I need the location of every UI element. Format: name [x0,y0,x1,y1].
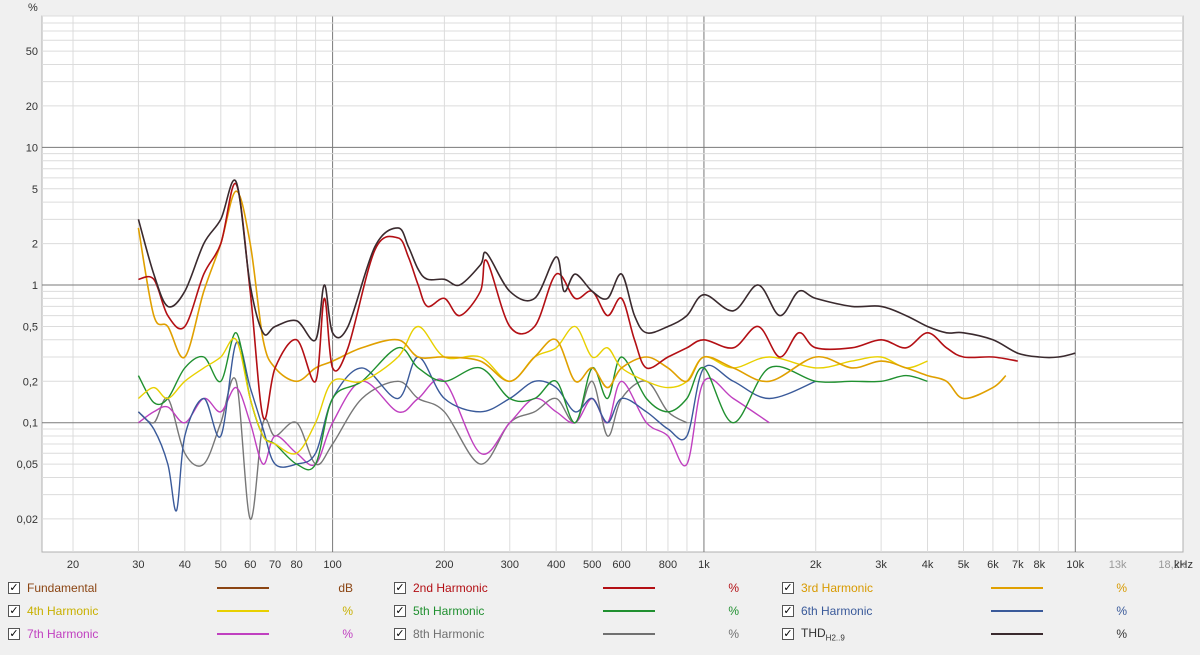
x-tick-label: 80 [290,559,302,571]
x-tick-label: 18,2k [1158,559,1185,571]
x-tick-label: 100 [323,559,341,571]
plot-area: 20 30 40 50 60 70 80 100 200 300 400 500 600 800 1k 2k 3… [0,0,1200,575]
x-tick-label: 10k [1066,559,1084,571]
legend-item-h5: ✓ 5th Harmonic% [394,600,739,622]
legend-item-thd: ✓ THDH2..9% [782,623,1127,645]
legend-checkbox-h8[interactable]: ✓ [394,628,406,640]
y-tick-label: 50 [26,46,38,58]
x-tick-label: 500 [583,559,601,571]
legend-item-fundamental: ✓ Fundamental dB [8,577,353,599]
legend-label: THDH2..9 [801,625,845,643]
y-tick-label: 0,1 [23,418,38,430]
y-tick-label: 0,05 [17,459,38,471]
distortion-chart[interactable]: 20 30 40 50 60 70 80 100 200 300 400 500 600 800 1k 2k 3… [0,0,1200,575]
legend-unit: % [728,581,739,595]
legend-label: Fundamental [27,581,98,595]
x-tick-label: 40 [179,559,191,571]
legend-checkbox-thd[interactable]: ✓ [782,628,794,640]
x-tick-label: 800 [659,559,677,571]
legend-checkbox-h2[interactable]: ✓ [394,582,406,594]
legend-label: 3rd Harmonic [801,581,874,595]
series-line-4th-harmonic [137,325,928,455]
legend-unit: % [1116,581,1127,595]
legend-line-swatch [603,633,655,635]
x-tick-label: 3k [875,559,887,571]
x-tick-label: 30 [132,559,144,571]
legend-line-swatch [603,610,655,612]
legend: ✓ Fundamental dB ✓ 2nd Harmonic% ✓ 3rd Harmoni… [0,575,1200,655]
y-tick-label: 10 [26,142,38,154]
legend-unit: % [1116,627,1127,641]
legend-label: 7th Harmonic [27,627,99,641]
legend-label: 8th Harmonic [413,627,485,641]
legend-line-swatch [991,633,1043,635]
y-tick-label: 0,2 [23,376,38,388]
x-tick-label: 60 [244,559,256,571]
legend-unit: % [728,627,739,641]
y-tick-label: 20 [26,101,38,113]
x-tick-label: 8k [1033,559,1045,571]
series-line-8th-harmonic [137,377,688,520]
legend-item-h3: ✓ 3rd Harmonic% [782,577,1127,599]
y-tick-label: 0,02 [17,514,38,526]
legend-checkbox-h4[interactable]: ✓ [8,605,20,617]
legend-label: 2nd Harmonic [413,581,488,595]
legend-item-h4: ✓ 4th Harmonic% [8,600,353,622]
x-tick-label: 7k [1012,559,1024,571]
y-axis-unit: % [28,2,38,14]
legend-line-swatch [991,610,1043,612]
x-tick-label: 13k [1109,559,1127,571]
legend-unit: % [1116,604,1127,618]
x-tick-label: 6k [987,559,999,571]
x-tick-label: 1k [698,559,710,571]
series-line-thd [137,179,1076,359]
x-tick-label: 600 [612,559,630,571]
x-tick-label: 400 [547,559,565,571]
x-tick-label: 200 [435,559,453,571]
legend-unit: dB [338,581,353,595]
legend-item-h7: ✓ 7th Harmonic% [8,623,353,645]
legend-checkbox-h3[interactable]: ✓ [782,582,794,594]
legend-label: 6th Harmonic [801,604,873,618]
y-tick-label: 5 [32,184,38,196]
legend-line-swatch [991,587,1043,589]
legend-checkbox-h6[interactable]: ✓ [782,605,794,617]
x-tick-label: 2k [810,559,822,571]
x-tick-label: 70 [269,559,281,571]
legend-line-swatch [603,587,655,589]
series-line-7th-harmonic [137,377,770,467]
y-tick-label: 1 [32,280,38,292]
x-tick-label: 20 [67,559,79,571]
legend-item-h8: ✓ 8th Harmonic% [394,623,739,645]
series-line-5th-harmonic [137,332,928,471]
legend-checkbox-h7[interactable]: ✓ [8,628,20,640]
y-tick-label: 0,5 [23,321,38,333]
legend-checkbox-fundamental[interactable]: ✓ [8,582,20,594]
series-line-2nd-harmonic [138,182,1018,420]
x-tick-label: 4k [922,559,934,571]
legend-label-subscript: H2..9 [825,633,845,643]
legend-unit: % [342,604,353,618]
x-axis-unit: kHz [1174,559,1193,571]
legend-label: 4th Harmonic [27,604,99,618]
legend-line-swatch [217,610,269,612]
legend-checkbox-h5[interactable]: ✓ [394,605,406,617]
legend-label: 5th Harmonic [413,604,485,618]
x-tick-label: 50 [215,559,227,571]
legend-line-swatch [217,587,269,589]
x-tick-label: 5k [958,559,970,571]
legend-item-h6: ✓ 6th Harmonic% [782,600,1127,622]
x-tick-label: 300 [501,559,519,571]
legend-item-h2: ✓ 2nd Harmonic% [394,577,739,599]
legend-line-swatch [217,633,269,635]
y-tick-label: 2 [32,239,38,251]
legend-unit: % [728,604,739,618]
legend-unit: % [342,627,353,641]
